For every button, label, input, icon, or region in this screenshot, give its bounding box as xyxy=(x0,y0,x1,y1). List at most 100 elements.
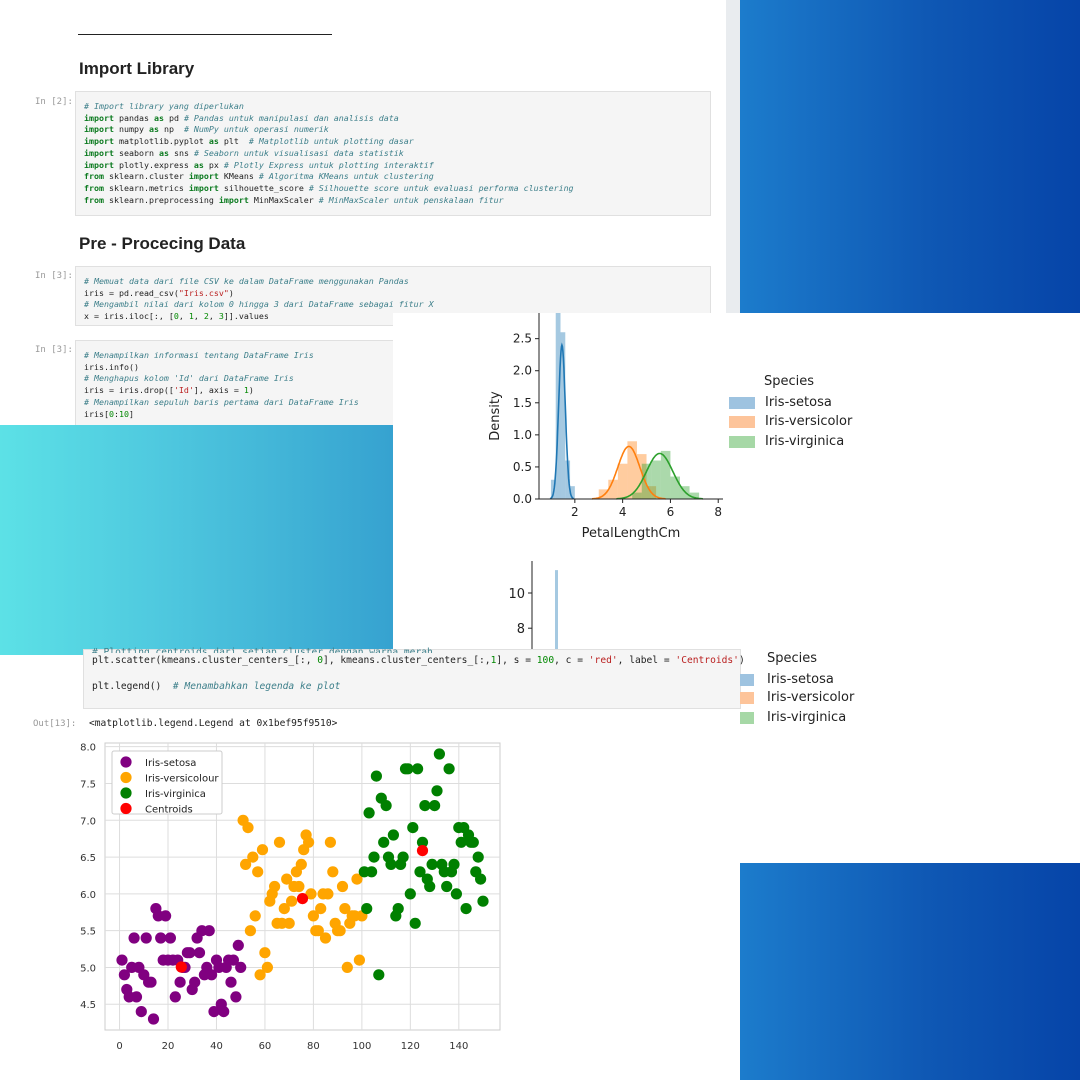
point-iris-setosa xyxy=(235,961,247,973)
y-tick-label: 2.5 xyxy=(513,332,532,346)
point-iris-setosa xyxy=(160,910,172,922)
point-iris-versicolour xyxy=(273,836,286,848)
section-title-preprocessing: Pre - Procecing Data xyxy=(79,234,246,253)
point-iris-setosa xyxy=(130,991,143,1003)
point-iris-virginica xyxy=(380,800,392,812)
point-centroids xyxy=(296,893,309,905)
point-iris-setosa xyxy=(189,976,201,988)
point-iris-virginica xyxy=(455,836,467,848)
y-tick-label: 5.0 xyxy=(80,963,96,974)
point-iris-versicolour xyxy=(312,925,324,937)
y-tick-label: 7.0 xyxy=(80,816,96,827)
histogram-bar xyxy=(565,460,571,499)
point-iris-setosa xyxy=(140,932,152,944)
point-iris-versicolour xyxy=(293,880,305,893)
scatter-legend-marker xyxy=(120,802,132,815)
density-legend-item: Iris-setosa xyxy=(729,395,832,410)
histogram-bar xyxy=(632,492,642,499)
x-tick-label: 0 xyxy=(116,1041,122,1052)
point-iris-versicolour xyxy=(324,836,336,848)
point-iris-versicolour xyxy=(353,954,365,966)
cell-prompt: In [3]: xyxy=(35,271,73,281)
density2-legend-title: Species xyxy=(767,651,818,666)
point-iris-setosa xyxy=(155,932,167,944)
scatter-legend-label: Iris-virginica xyxy=(145,789,206,800)
histogram-bar xyxy=(651,460,661,499)
legend-swatch xyxy=(740,673,754,686)
kde-line-iris-virginica xyxy=(616,452,703,500)
point-iris-versicolour xyxy=(244,925,256,937)
scatter-legend-label: Centroids xyxy=(145,805,193,816)
point-iris-versicolour xyxy=(259,947,271,959)
scatter-legend-label: Iris-versicolour xyxy=(145,774,219,785)
point-iris-versicolour xyxy=(336,880,349,893)
density-chart-panel: 0.0 0.5 1.0 1.5 2.0 2.5 2 4 6 8 PetalLengthCm Densi… xyxy=(393,313,1080,655)
legend-swatch xyxy=(740,691,754,704)
y-tick-label: 6.5 xyxy=(80,853,96,864)
legend-label: Iris-versicolor xyxy=(767,690,855,705)
point-iris-versicolour xyxy=(256,844,269,856)
point-iris-versicolour xyxy=(240,858,252,870)
code-cell-load-data-source[interactable]: # Memuat data dari file CSV ke dalam Dat… xyxy=(84,276,434,322)
point-iris-virginica xyxy=(370,770,382,782)
point-iris-virginica xyxy=(431,785,443,797)
legend-label: Iris-virginica xyxy=(767,710,847,725)
y-tick-label: 8 xyxy=(517,622,525,637)
histogram-bar xyxy=(660,450,671,499)
legend-swatch xyxy=(729,435,755,448)
point-iris-virginica xyxy=(441,880,453,893)
code-cell-info-source[interactable]: # Menampilkan informasi tentang DataFram… xyxy=(84,350,359,419)
point-iris-virginica xyxy=(407,822,419,834)
output-text: <matplotlib.legend.Legend at 0x1bef95f95… xyxy=(89,718,338,729)
point-iris-versicolour xyxy=(269,880,281,893)
point-iris-virginica xyxy=(429,800,441,812)
point-iris-versicolour xyxy=(305,888,317,900)
cell-prompt: In [2]: xyxy=(35,97,73,107)
density2-legend-item: Iris-versicolor xyxy=(740,690,854,705)
point-iris-versicolour xyxy=(351,873,363,885)
legend-label: Iris-versicolor xyxy=(765,414,853,429)
point-iris-virginica xyxy=(433,748,445,760)
point-centroids xyxy=(175,961,187,973)
point-iris-versicolour xyxy=(252,866,264,878)
y-tick-label: 4.5 xyxy=(80,1000,96,1011)
point-iris-virginica xyxy=(443,763,455,775)
histogram-bar xyxy=(570,486,575,499)
notebook-scroll-edge xyxy=(726,0,740,313)
cell-prompt: In [3]: xyxy=(35,345,73,355)
y-tick-label: 6.0 xyxy=(80,890,96,901)
point-iris-virginica xyxy=(409,917,421,929)
code-line-scatter[interactable]: plt.scatter(kmeans.cluster_centers_[:, 0… xyxy=(92,655,745,666)
point-iris-versicolour xyxy=(247,851,259,863)
section-divider xyxy=(78,34,332,35)
point-iris-virginica xyxy=(460,903,472,915)
point-iris-setosa xyxy=(193,947,206,959)
code-cell-scatter[interactable]: # Plotting centroids dari setiap cluster… xyxy=(83,647,745,709)
point-iris-virginica xyxy=(467,836,479,848)
density-chart: 0.0 0.5 1.0 1.5 2.0 2.5 2 4 6 8 PetalLengthCm Densi… xyxy=(488,313,723,655)
legend-swatch xyxy=(729,396,755,409)
point-iris-versicolour xyxy=(307,910,319,922)
point-iris-virginica xyxy=(402,763,414,775)
y-tick-label: 10 xyxy=(508,587,525,602)
point-iris-virginica xyxy=(477,895,489,907)
point-iris-virginica xyxy=(416,836,429,848)
point-iris-versicolour xyxy=(322,888,334,900)
x-tick-label: 4 xyxy=(619,505,627,519)
code-line-legend[interactable]: plt.legend() # Menambahkan legenda ke pl… xyxy=(92,681,341,692)
decorative-blue-block-top xyxy=(740,0,1080,313)
scatter-legend-marker xyxy=(120,771,132,784)
point-centroids xyxy=(416,845,429,857)
point-iris-virginica xyxy=(414,866,426,878)
code-cell-imports-source[interactable]: # Import library yang diperlukan import … xyxy=(84,101,574,205)
point-iris-versicolour xyxy=(295,858,307,870)
x-tick-label: 8 xyxy=(714,505,722,519)
point-iris-virginica xyxy=(385,858,397,870)
density-legend-item: Iris-versicolor xyxy=(729,414,852,429)
point-iris-virginica xyxy=(448,858,460,870)
point-iris-virginica xyxy=(472,851,484,863)
histogram-bar xyxy=(617,463,628,499)
histogram-bar xyxy=(627,441,637,499)
code-cell-imports[interactable]: # Import library yang diperlukan import … xyxy=(75,91,711,216)
code-cell-load-data[interactable]: # Memuat data dari file CSV ke dalam Dat… xyxy=(75,266,711,326)
